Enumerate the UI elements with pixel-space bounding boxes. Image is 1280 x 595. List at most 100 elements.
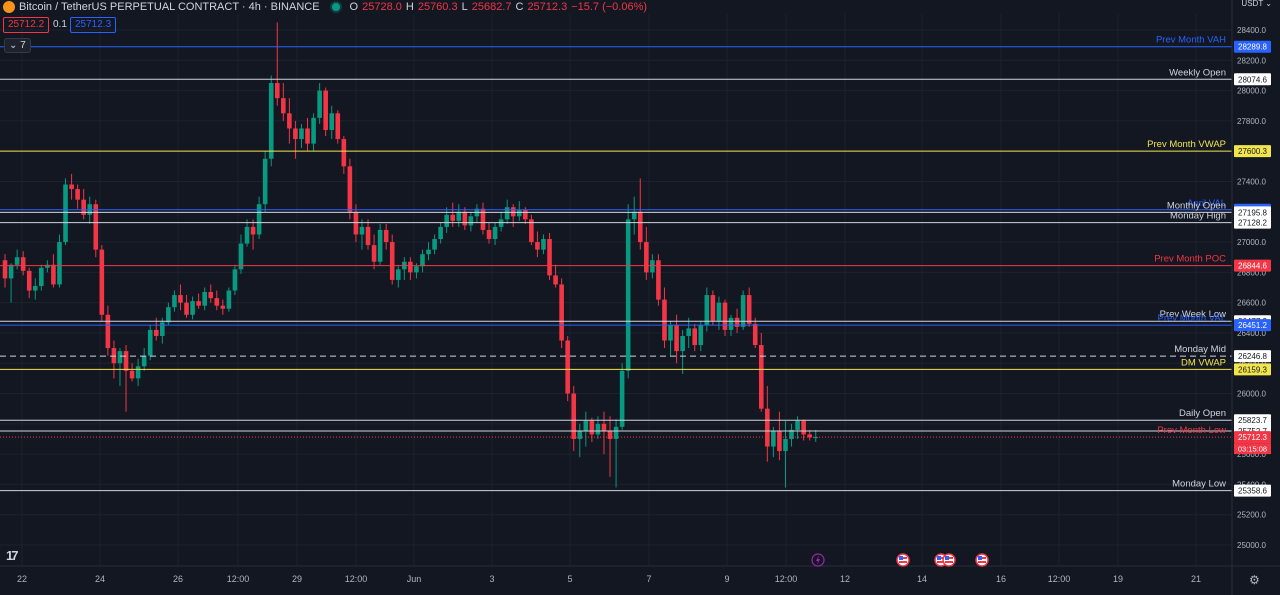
candle-body (32, 285, 38, 291)
lightning-icon[interactable] (811, 553, 825, 567)
price-tag (1234, 350, 1271, 363)
candle-body (541, 239, 546, 250)
change-value: −15.7 (−0.06%) (571, 1, 648, 13)
candle-body (692, 328, 698, 346)
price-tag-text: 26451.2 (1238, 321, 1267, 330)
candle-body (268, 83, 274, 159)
y-tick-label: 28200.0 (1237, 56, 1266, 65)
price-tag-text: 26844.6 (1238, 262, 1267, 271)
candle-body (722, 302, 728, 330)
flag-canton (937, 556, 941, 560)
lightning-bolt (816, 555, 820, 565)
price-axis: 28400.028200.028000.027800.027600.027400… (1231, 0, 1271, 595)
candle-body (583, 420, 589, 432)
buy-price-button[interactable]: 25712.3 (70, 17, 117, 33)
candle-body (765, 408, 770, 447)
candle-body (462, 211, 468, 226)
candle-body (625, 219, 631, 371)
countdown-tag (1234, 443, 1271, 455)
price-tag-text: 28289.8 (1238, 43, 1267, 52)
price-tag-text: 27195.8 (1238, 208, 1267, 217)
candle-body (529, 219, 534, 243)
x-tick-label: Jun (407, 574, 422, 584)
candle-body (480, 208, 486, 230)
x-tick-label: 19 (1113, 574, 1123, 584)
price-tag (1234, 484, 1271, 497)
candle-body (408, 261, 413, 273)
tradingview-logo-icon[interactable]: 17 (6, 548, 19, 563)
y-tick-label: 26800.0 (1237, 268, 1266, 277)
symbol-header: Bitcoin / TetherUS PERPETUAL CONTRACT · … (0, 0, 647, 14)
candle-body (135, 366, 141, 379)
sell-price-button[interactable]: 25712.2 (3, 17, 50, 33)
candle-body (589, 420, 595, 435)
candle-body (601, 423, 607, 432)
flag-canton (978, 556, 982, 560)
us-flag-icon[interactable] (942, 553, 956, 567)
candle-body (752, 323, 758, 346)
indicators-collapse-button[interactable]: ⌄ 7 (4, 38, 31, 53)
price-tag (1234, 431, 1271, 444)
flag-stripe (978, 561, 986, 563)
gear-icon[interactable]: ⚙ (1249, 573, 1260, 587)
candle-body (81, 199, 86, 215)
candle-body (214, 298, 220, 306)
x-tick-label: 24 (95, 574, 105, 584)
symbol-title[interactable]: Bitcoin / TetherUS PERPETUAL CONTRACT · … (19, 1, 320, 13)
candle-body (220, 305, 226, 309)
candle-body (426, 249, 431, 255)
candle-body (432, 239, 437, 250)
candle-body (438, 226, 443, 240)
price-tag (1234, 73, 1271, 86)
x-tick-label: 3 (489, 574, 494, 584)
candle-body (208, 292, 214, 299)
currency-selector[interactable]: USDT ⌄ (1241, 0, 1272, 8)
candle-body (510, 207, 516, 217)
candle-body (807, 434, 812, 438)
candle-body (153, 329, 159, 336)
candle-body (686, 328, 691, 336)
candle-body (595, 423, 601, 435)
candle-body (347, 166, 353, 212)
candle-body (777, 431, 782, 452)
level-label: Monthly Open (1167, 200, 1226, 211)
open-value: 25728.0 (362, 1, 402, 13)
candle-body (577, 431, 583, 439)
level-label: Weekly Open (1169, 67, 1226, 78)
candle-body (293, 128, 298, 140)
candle-body (262, 158, 268, 205)
close-value: 25712.3 (527, 1, 568, 13)
candle-body (383, 229, 389, 243)
candle-body (75, 189, 80, 200)
candle-body (619, 370, 625, 427)
candle-body (504, 207, 510, 220)
candle-body (662, 299, 667, 341)
level-label: Prev Month VWAP (1147, 139, 1226, 150)
price-tag-text: 25358.6 (1238, 487, 1267, 496)
close-label: C (515, 1, 524, 13)
candle-body (26, 270, 32, 291)
level-label: Monday Mid (1174, 344, 1226, 355)
candle-body (740, 295, 746, 327)
level-label: Prev Month VAL (1158, 313, 1226, 324)
flag-canton (945, 556, 949, 560)
us-flag-icon[interactable] (896, 553, 910, 567)
candle-body (607, 431, 613, 439)
x-tick-label: 12:00 (1048, 574, 1071, 584)
level-label: Monday High (1170, 211, 1226, 222)
countdown-text: 03:15:08 (1238, 445, 1267, 454)
us-flag-icon[interactable] (975, 553, 989, 567)
candle-body (359, 226, 365, 235)
candle-body (93, 204, 99, 250)
x-tick-label: 22 (17, 574, 27, 584)
candle-body (39, 267, 44, 286)
level-label: April VAL (1187, 198, 1226, 209)
market-status-icon (331, 3, 340, 11)
candle-body (813, 437, 819, 439)
level-label: Prev Month POC (1154, 254, 1226, 265)
level-label: DM VWAP (1181, 357, 1226, 368)
high-label: H (405, 1, 414, 13)
bitcoin-logo-icon (3, 1, 15, 13)
x-tick-label: 29 (292, 574, 302, 584)
